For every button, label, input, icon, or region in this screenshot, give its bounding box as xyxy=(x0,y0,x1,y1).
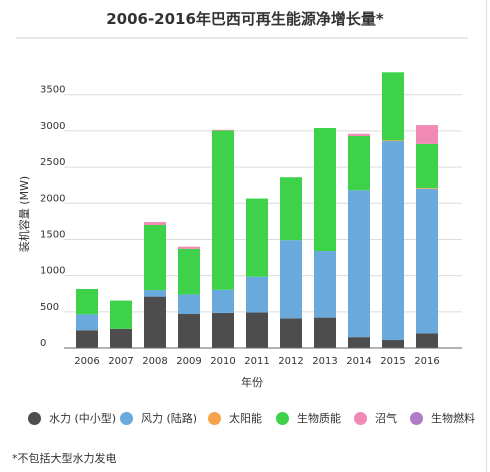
legend-item: 沼气 xyxy=(354,408,397,428)
bar-segment xyxy=(178,246,200,249)
legend-item: 水力 (中小型) xyxy=(28,408,116,428)
bar-segment xyxy=(76,289,98,315)
bar-segment xyxy=(314,128,336,252)
bar-segment xyxy=(212,130,234,290)
bar-chart: 0 500 1000 1500 2000 2500 3000 3500 2006 2007 2008… xyxy=(17,72,462,389)
x-tick-label: 2007 xyxy=(108,356,133,367)
bar-segment xyxy=(382,140,404,142)
tick-labels: 0 500 1000 1500 2000 2500 3000 3500 2006 2007 2008… xyxy=(40,85,440,367)
bar-segment xyxy=(178,294,200,314)
legend-swatch xyxy=(410,411,423,425)
bars xyxy=(76,72,438,348)
x-tick-label: 2015 xyxy=(380,356,405,367)
bar-segment xyxy=(280,318,302,348)
bar-segment xyxy=(144,296,166,348)
bar-segment xyxy=(348,337,370,348)
legend-item: 太阳能 xyxy=(208,408,262,428)
legend: 水力 (中小型) 风力 (陆路) 太阳能 生物质能 沼气 生物燃料 xyxy=(28,408,478,430)
x-tick-label: 2016 xyxy=(414,356,439,367)
legend-swatch xyxy=(208,411,221,425)
frame-edge xyxy=(486,0,487,472)
bar-segment xyxy=(76,330,98,348)
bar-segment xyxy=(178,313,200,348)
legend-swatch xyxy=(120,411,133,425)
bar-segment xyxy=(110,300,132,329)
y-axis-label: 装机容量 (MW) xyxy=(17,176,31,252)
x-tick-label: 2009 xyxy=(176,356,201,367)
bar-segment xyxy=(178,248,200,295)
bar-segment xyxy=(348,190,370,338)
bar-segment xyxy=(416,143,438,189)
x-tick-label: 2006 xyxy=(74,356,99,367)
bar-segment xyxy=(348,133,370,136)
legend-label: 生物质能 xyxy=(297,412,341,425)
y-tick-label: 1500 xyxy=(40,229,65,240)
bar-segment xyxy=(382,72,404,141)
x-tick-label: 2011 xyxy=(244,356,269,367)
y-tick-label: 1000 xyxy=(40,266,65,277)
y-tick-label: 0 xyxy=(40,338,46,349)
legend-label: 水力 (中小型) xyxy=(49,412,117,425)
legend-label: 生物燃料 xyxy=(431,412,475,425)
bar-segment xyxy=(144,222,166,225)
bar-segment xyxy=(246,198,268,277)
bar-segment xyxy=(416,188,438,189)
legend-item: 生物燃料 xyxy=(410,408,475,428)
x-tick-label: 2013 xyxy=(312,356,337,367)
y-tick-label: 3000 xyxy=(40,121,65,132)
bar-segment xyxy=(76,314,98,331)
bar-segment xyxy=(416,333,438,348)
bar-segment xyxy=(144,290,166,297)
y-tick-label: 500 xyxy=(40,302,59,313)
legend-item: 生物质能 xyxy=(276,408,341,428)
legend-swatch xyxy=(276,411,289,425)
x-tick-label: 2014 xyxy=(346,356,371,367)
x-tick-label: 2010 xyxy=(210,356,235,367)
y-tick-label: 3500 xyxy=(40,85,65,96)
y-tick-label: 2500 xyxy=(40,157,65,168)
x-tick-label: 2012 xyxy=(278,356,303,367)
legend-swatch xyxy=(28,411,41,425)
bar-segment xyxy=(382,141,404,341)
footnote: *不包括大型水力发电 xyxy=(12,452,117,465)
bar-segment xyxy=(314,251,336,318)
chart-title: 2006-2016年巴西可再生能源净增长量* xyxy=(106,10,384,28)
bar-segment xyxy=(348,135,370,191)
y-tick-label: 2000 xyxy=(40,193,65,204)
bar-segment xyxy=(246,312,268,348)
legend-swatch xyxy=(354,411,367,425)
bar-segment xyxy=(280,240,302,319)
bar-segment xyxy=(110,328,132,348)
bar-segment xyxy=(212,312,234,348)
bar-segment xyxy=(382,340,404,348)
x-tick-label: 2008 xyxy=(142,356,167,367)
bar-segment xyxy=(246,276,268,313)
bar-segment xyxy=(144,224,166,291)
bar-segment xyxy=(314,317,336,348)
bar-segment xyxy=(416,188,438,334)
legend-label: 风力 (陆路) xyxy=(141,412,198,425)
bar-segment xyxy=(212,129,234,131)
x-axis-label: 年份 xyxy=(241,375,263,389)
title-divider xyxy=(16,37,468,39)
legend-label: 沼气 xyxy=(375,412,397,425)
bar-segment xyxy=(280,177,302,241)
legend-item: 风力 (陆路) xyxy=(120,408,197,428)
bar-segment xyxy=(416,125,438,144)
legend-label: 太阳能 xyxy=(229,412,262,425)
bar-segment xyxy=(212,289,234,313)
